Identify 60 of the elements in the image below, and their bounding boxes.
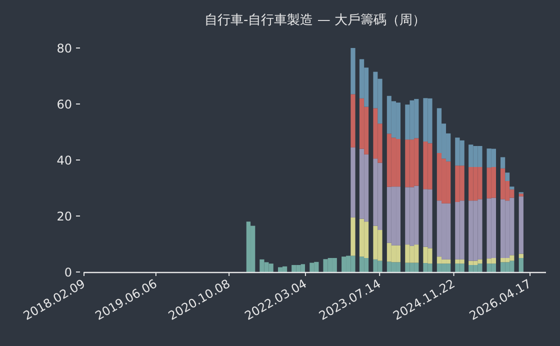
y-tick-label: 40 bbox=[56, 154, 72, 168]
bar bbox=[500, 157, 506, 168]
bar bbox=[491, 264, 496, 272]
bar bbox=[500, 199, 506, 258]
bar bbox=[342, 256, 346, 272]
bar bbox=[436, 264, 442, 272]
bar bbox=[405, 262, 410, 272]
bar bbox=[391, 186, 396, 246]
bar bbox=[332, 258, 337, 272]
bar bbox=[405, 244, 410, 263]
bar bbox=[505, 172, 510, 181]
bar bbox=[436, 200, 442, 257]
chart-title: 自行車-自行車製造 — 大戶籌碼（周） bbox=[204, 13, 426, 28]
bar bbox=[468, 200, 474, 261]
bar bbox=[405, 104, 410, 140]
bar bbox=[518, 196, 524, 254]
bar bbox=[350, 94, 356, 148]
bar bbox=[246, 222, 251, 272]
bar bbox=[414, 98, 419, 138]
y-tick-label: 80 bbox=[56, 42, 72, 56]
bar bbox=[282, 266, 288, 272]
y-tick-label: 0 bbox=[64, 266, 72, 280]
y-tick-label: 60 bbox=[56, 98, 72, 112]
bar bbox=[468, 167, 474, 201]
bar bbox=[510, 186, 514, 190]
bar bbox=[491, 167, 496, 198]
bar bbox=[350, 217, 356, 256]
bar bbox=[310, 262, 314, 272]
bar bbox=[268, 264, 274, 272]
bar bbox=[414, 244, 419, 263]
bar bbox=[491, 198, 496, 258]
bar bbox=[414, 138, 419, 186]
bar bbox=[359, 148, 364, 219]
bar bbox=[359, 256, 364, 272]
bar bbox=[391, 245, 396, 262]
bar bbox=[414, 262, 419, 272]
bar bbox=[414, 186, 419, 245]
bar bbox=[491, 148, 496, 167]
bar bbox=[518, 254, 524, 258]
bar bbox=[491, 258, 496, 264]
bar bbox=[350, 48, 356, 94]
bar bbox=[350, 147, 356, 218]
bar bbox=[500, 262, 506, 272]
bar bbox=[436, 256, 442, 264]
bar bbox=[500, 258, 506, 262]
bar bbox=[518, 258, 524, 272]
bar bbox=[468, 260, 474, 265]
bar bbox=[405, 187, 410, 245]
bar bbox=[468, 265, 474, 272]
bar bbox=[518, 194, 524, 196]
bar bbox=[250, 226, 256, 272]
bar bbox=[405, 140, 410, 188]
bar bbox=[436, 153, 442, 201]
bar bbox=[500, 168, 506, 200]
bar bbox=[260, 259, 264, 272]
bar bbox=[468, 144, 474, 167]
bar bbox=[391, 262, 396, 272]
y-tick-label: 20 bbox=[56, 210, 72, 224]
bar bbox=[359, 218, 364, 257]
bar bbox=[391, 138, 396, 187]
